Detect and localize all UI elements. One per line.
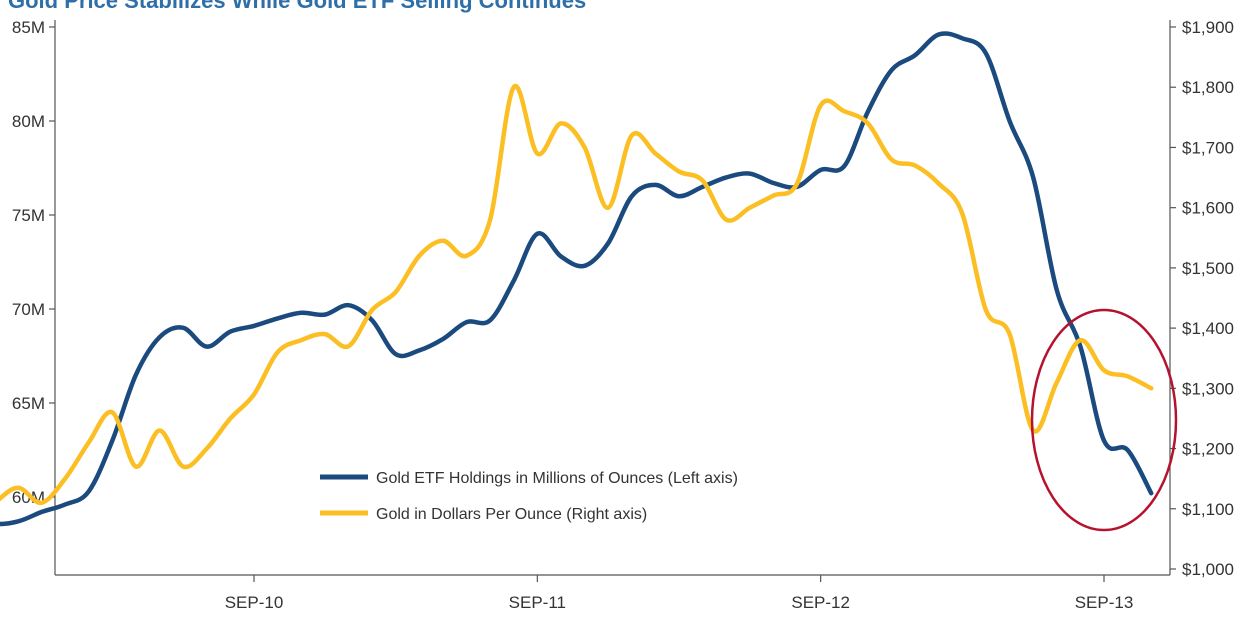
right-tick-label: $1,000 <box>1182 560 1234 579</box>
series-lines <box>0 31 1154 527</box>
right-tick-label: $1,300 <box>1182 379 1234 398</box>
right-tick-label: $1,700 <box>1182 138 1234 157</box>
x-tick-label: SEP-13 <box>1075 593 1134 612</box>
x-tick-label: SEP-11 <box>509 593 566 612</box>
right-tick-label: $1,600 <box>1182 199 1234 218</box>
left-tick-label: 85M <box>12 18 45 37</box>
etf-holdings-line <box>0 31 1154 527</box>
legend: Gold ETF Holdings in Millions of Ounces … <box>320 470 738 523</box>
left-tick-label: 70M <box>12 300 45 319</box>
left-tick-label: 80M <box>12 112 45 131</box>
legend-label: Gold in Dollars Per Ounce (Right axis) <box>376 506 647 523</box>
chart-title: Gold Price Stabilizes While Gold ETF Sel… <box>8 0 587 13</box>
right-tick-label: $1,800 <box>1182 78 1234 97</box>
right-tick-label: $1,900 <box>1182 18 1234 37</box>
right-tick-label: $1,100 <box>1182 500 1234 519</box>
x-tick-label: SEP-12 <box>791 593 850 612</box>
x-tick-label: SEP-10 <box>225 593 284 612</box>
right-tick-label: $1,500 <box>1182 259 1234 278</box>
left-tick-label: 65M <box>12 394 45 413</box>
left-tick-label: 75M <box>12 206 45 225</box>
axes <box>49 20 1176 582</box>
legend-label: Gold ETF Holdings in Millions of Ounces … <box>376 470 738 487</box>
right-tick-label: $1,400 <box>1182 319 1234 338</box>
right-tick-label: $1,200 <box>1182 440 1234 459</box>
highlight-ellipse <box>1030 308 1178 532</box>
gold-price-line <box>0 83 1154 506</box>
annotations <box>1030 308 1178 532</box>
